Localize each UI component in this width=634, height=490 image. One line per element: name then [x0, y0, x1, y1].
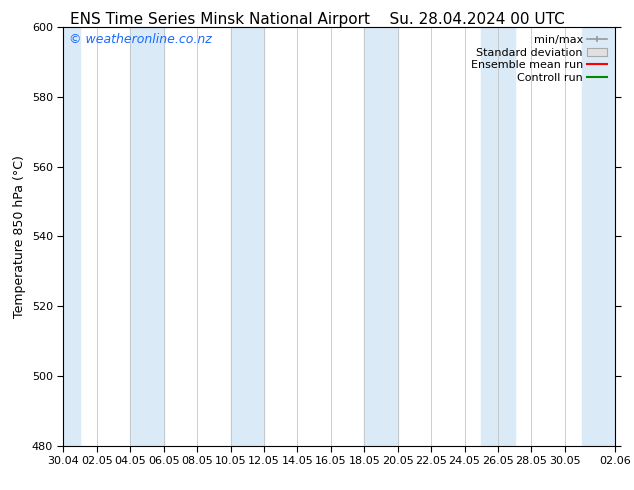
Bar	[231, 27, 264, 446]
Bar	[130, 27, 164, 446]
Bar	[481, 27, 515, 446]
Bar	[581, 27, 615, 446]
Y-axis label: Temperature 850 hPa (°C): Temperature 850 hPa (°C)	[13, 155, 26, 318]
Legend: min/max, Standard deviation, Ensemble mean run, Controll run: min/max, Standard deviation, Ensemble me…	[469, 32, 609, 85]
Bar	[63, 27, 80, 446]
Text: ENS Time Series Minsk National Airport    Su. 28.04.2024 00 UTC: ENS Time Series Minsk National Airport S…	[70, 12, 564, 27]
Bar	[365, 27, 398, 446]
Text: © weatheronline.co.nz: © weatheronline.co.nz	[69, 33, 212, 46]
